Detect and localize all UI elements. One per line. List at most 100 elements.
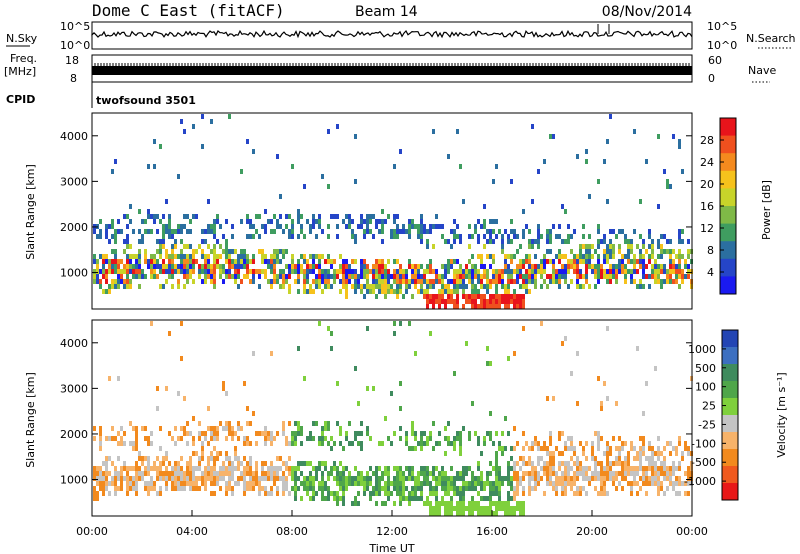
heatmap-cell — [387, 214, 390, 219]
heatmap-cell — [396, 471, 399, 476]
heatmap-cell — [153, 461, 156, 466]
heatmap-cell — [276, 249, 279, 254]
heatmap-cell — [174, 466, 177, 471]
heatmap-cell — [222, 466, 225, 471]
heatmap-cell — [549, 239, 552, 244]
heatmap-cell — [399, 466, 402, 471]
heatmap-cell — [333, 269, 336, 274]
heatmap-cell — [417, 264, 420, 269]
heatmap-cell — [399, 436, 402, 441]
heatmap-cell — [423, 274, 426, 279]
heatmap-cell — [129, 486, 132, 491]
heatmap-cell — [414, 351, 417, 356]
heatmap-cell — [186, 431, 189, 436]
heatmap-cell — [309, 471, 312, 476]
heatmap-cell — [231, 274, 234, 279]
heatmap-cell — [126, 269, 129, 274]
heatmap-cell — [189, 456, 192, 461]
heatmap-cell — [390, 284, 393, 289]
heatmap-cell — [441, 501, 444, 506]
heatmap-cell — [618, 244, 621, 249]
heatmap-cell — [678, 269, 681, 274]
heatmap-cell — [522, 461, 525, 466]
heatmap-cell — [414, 481, 417, 486]
heatmap-cell — [486, 279, 489, 284]
heatmap-cell — [666, 486, 669, 491]
heatmap-cell — [243, 264, 246, 269]
heatmap-cell — [159, 269, 162, 274]
heatmap-cell — [141, 461, 144, 466]
heatmap-cell — [225, 421, 228, 426]
heatmap-cell — [294, 269, 297, 274]
heatmap-cell — [150, 274, 153, 279]
heatmap-cell — [408, 229, 411, 234]
heatmap-cell — [288, 234, 291, 239]
heatmap-cell — [99, 431, 102, 436]
nsearch-tick-top: 10^5 — [707, 20, 737, 33]
heatmap-cell — [582, 224, 585, 229]
heatmap-cell — [231, 264, 234, 269]
heatmap-cell — [120, 426, 123, 431]
heatmap-cell — [501, 501, 504, 506]
heatmap-cell — [99, 279, 102, 284]
heatmap-cell — [93, 496, 96, 501]
heatmap-cell — [210, 229, 213, 234]
heatmap-cell — [570, 476, 573, 481]
heatmap-cell — [525, 274, 528, 279]
heatmap-cell — [186, 476, 189, 481]
heatmap-cell — [168, 254, 171, 259]
heatmap-cell — [546, 451, 549, 456]
heatmap-cell — [594, 249, 597, 254]
heatmap-cell — [177, 254, 180, 259]
heatmap-cell — [231, 471, 234, 476]
heatmap-cell — [639, 199, 642, 204]
heatmap-cell — [228, 476, 231, 481]
heatmap-cell — [393, 234, 396, 239]
heatmap-cell — [471, 284, 474, 289]
heatmap-cell — [240, 476, 243, 481]
heatmap-cell — [219, 471, 222, 476]
heatmap-cell — [672, 259, 675, 264]
heatmap-cell — [480, 224, 483, 229]
heatmap-cell — [666, 269, 669, 274]
heatmap-cell — [396, 294, 399, 299]
heatmap-cell — [282, 269, 285, 274]
heatmap-cell — [159, 461, 162, 466]
heatmap-cell — [594, 269, 597, 274]
heatmap-cell — [552, 461, 555, 466]
heatmap-cell — [624, 456, 627, 461]
heatmap-cell — [651, 466, 654, 471]
heatmap-cell — [474, 481, 477, 486]
heatmap-cell — [267, 259, 270, 264]
heatmap-cell — [210, 436, 213, 441]
heatmap-cell — [165, 486, 168, 491]
heatmap-cell — [102, 471, 105, 476]
heatmap-cell — [393, 229, 396, 234]
heatmap-cell — [288, 284, 291, 289]
heatmap-cell — [411, 274, 414, 279]
heatmap-cell — [507, 284, 510, 289]
heatmap-cell — [255, 431, 258, 436]
heatmap-cell — [282, 431, 285, 436]
heatmap-cell — [564, 336, 567, 341]
heatmap-cell — [462, 511, 465, 516]
heatmap-cell — [132, 486, 135, 491]
heatmap-cell — [453, 219, 456, 224]
heatmap-cell — [261, 461, 264, 466]
heatmap-cell — [633, 254, 636, 259]
heatmap-cell — [429, 501, 432, 506]
heatmap-cell — [480, 299, 483, 304]
heatmap-cell — [396, 234, 399, 239]
heatmap-cell — [360, 259, 363, 264]
heatmap-cell — [216, 456, 219, 461]
heatmap-cell — [252, 486, 255, 491]
heatmap-cell — [657, 481, 660, 486]
heatmap-cell — [285, 224, 288, 229]
heatmap-cell — [264, 224, 267, 229]
freq-unit: [MHz] — [4, 65, 36, 78]
heatmap-cell — [498, 466, 501, 471]
heatmap-cell — [669, 254, 672, 259]
heatmap-cell — [111, 426, 114, 431]
heatmap-cell — [378, 274, 381, 279]
heatmap-cell — [471, 274, 474, 279]
